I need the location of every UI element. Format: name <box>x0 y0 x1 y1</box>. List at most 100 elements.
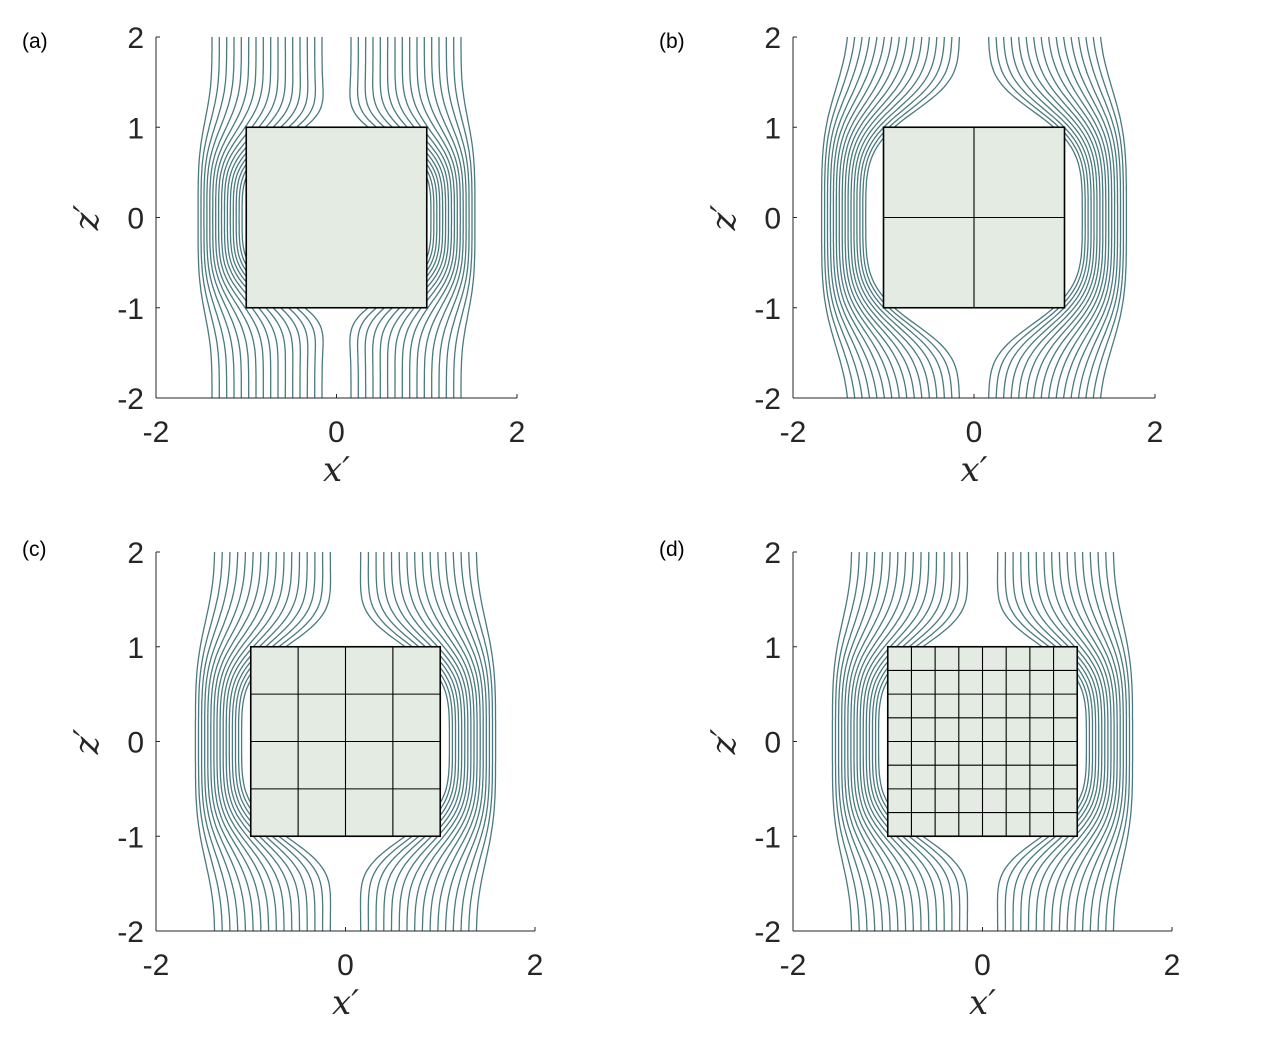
field-line <box>988 37 1083 398</box>
y-tick-label: -2 <box>117 916 144 949</box>
field-line <box>1085 37 1122 398</box>
field-line <box>862 37 953 398</box>
field-line <box>429 552 478 931</box>
field-line <box>203 37 228 398</box>
field-line <box>204 552 239 931</box>
field-line <box>1018 37 1095 398</box>
field-line <box>859 37 946 398</box>
y-tick-label: 2 <box>764 22 781 55</box>
y-tick-label: -1 <box>754 821 781 854</box>
body-square <box>245 126 428 309</box>
x-axis-label: x′ <box>332 983 359 1023</box>
field-line <box>853 552 907 931</box>
field-line <box>996 552 1088 931</box>
x-tick-label: 2 <box>1164 949 1181 982</box>
y-tick-label: 1 <box>764 632 781 665</box>
x-tick-label: -2 <box>143 416 170 449</box>
field-lines <box>820 37 1128 398</box>
field-line <box>222 552 285 931</box>
field-line <box>401 37 453 398</box>
field-line <box>414 552 472 931</box>
field-line <box>837 552 868 931</box>
x-axis-label: x′ <box>323 450 350 490</box>
y-tick-label: 2 <box>127 22 144 55</box>
y-tick-label: -1 <box>117 821 144 854</box>
field-line <box>1027 552 1100 931</box>
field-line <box>219 552 277 931</box>
field-line <box>223 37 279 398</box>
y-axis-label: z′ <box>67 204 107 231</box>
field-line <box>859 552 922 931</box>
field-line <box>1035 552 1103 931</box>
field-line <box>1055 37 1110 398</box>
field-line <box>850 552 899 931</box>
field-line <box>850 37 923 398</box>
field-line <box>1070 37 1116 398</box>
field-line <box>356 37 435 398</box>
y-tick-label: 0 <box>764 727 781 760</box>
y-tick-label: -2 <box>117 383 144 416</box>
field-line <box>834 552 860 931</box>
y-tick-label: 2 <box>127 537 144 570</box>
field-line <box>835 37 886 398</box>
x-axis-label: x′ <box>969 983 996 1023</box>
x-axis-label: x′ <box>961 450 988 490</box>
field-line <box>460 37 476 398</box>
field-line <box>468 552 494 931</box>
field-line <box>1012 552 1094 931</box>
field-line <box>853 37 930 398</box>
y-tick-label: -1 <box>117 293 144 326</box>
field-line <box>1077 37 1119 398</box>
field-line <box>226 37 287 398</box>
field-line <box>1081 552 1121 931</box>
panel-label: (b) <box>659 30 685 53</box>
x-tick-label: -2 <box>780 949 807 982</box>
field-line <box>1097 552 1128 931</box>
field-line <box>416 37 458 398</box>
y-tick-label: 1 <box>764 112 781 145</box>
field-line <box>210 552 254 931</box>
field-line <box>379 37 444 398</box>
field-line <box>438 37 467 398</box>
field-line <box>406 552 469 931</box>
field-line <box>844 37 908 398</box>
field-line <box>1020 552 1097 931</box>
field-line <box>874 552 961 931</box>
y-tick-label: 1 <box>127 112 144 145</box>
panel-b: -2 0 2 -2 -1 0 1 2 x′ z′ (b) <box>659 22 1163 490</box>
field-line <box>460 552 491 931</box>
field-line <box>241 37 324 398</box>
field-line <box>862 552 930 931</box>
y-tick-label: 0 <box>764 203 781 236</box>
field-lines <box>197 37 476 398</box>
field-line <box>421 552 475 931</box>
field-line <box>215 37 257 398</box>
field-line <box>453 37 473 398</box>
x-tick-label: 0 <box>337 949 354 982</box>
field-line <box>1066 552 1115 931</box>
field-line <box>423 37 461 398</box>
panel-label: (c) <box>22 538 47 561</box>
field-line <box>1062 37 1113 398</box>
field-line <box>820 37 849 398</box>
field-line <box>831 552 853 931</box>
field-line <box>437 552 481 931</box>
x-tick-label: 2 <box>527 949 544 982</box>
field-line <box>832 37 878 398</box>
field-line <box>390 552 463 931</box>
field-line <box>1025 37 1098 398</box>
field-line <box>229 37 294 398</box>
y-axis-label: z′ <box>704 728 744 755</box>
field-line <box>213 552 262 931</box>
field-line <box>237 552 324 931</box>
field-line <box>235 37 309 398</box>
field-line <box>231 552 308 931</box>
field-line <box>1004 552 1091 931</box>
field-line <box>216 552 270 931</box>
x-tick-label: 0 <box>966 416 983 449</box>
field-line <box>865 37 960 398</box>
field-line <box>856 37 938 398</box>
field-line <box>838 37 893 398</box>
x-tick-label: 0 <box>974 949 991 982</box>
